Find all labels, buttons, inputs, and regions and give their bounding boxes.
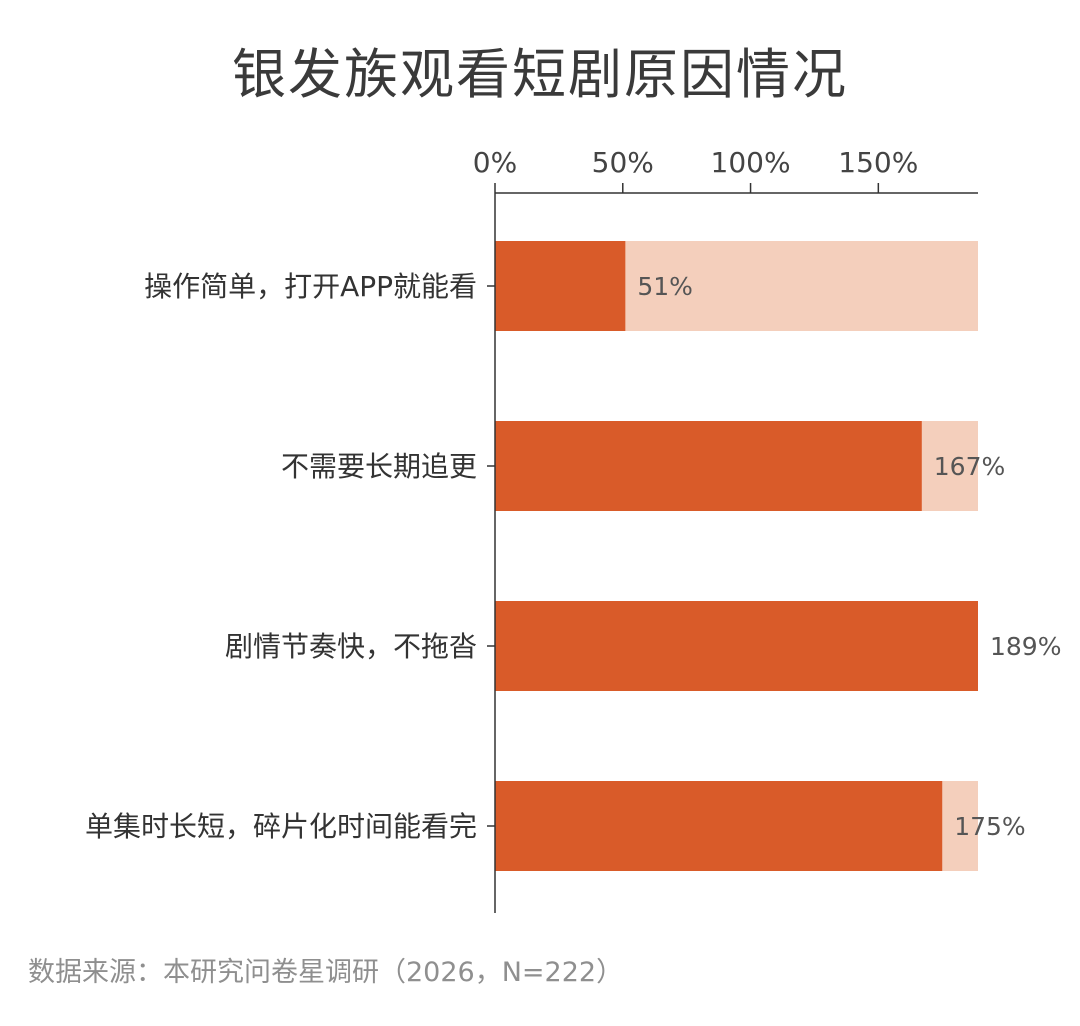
category-label: 单集时长短，碎片化时间能看完 bbox=[85, 810, 477, 843]
x-tick-label: 0% bbox=[473, 146, 517, 179]
category-label: 不需要长期追更 bbox=[281, 450, 477, 483]
category-label: 操作简单，打开APP就能看 bbox=[144, 270, 477, 303]
data-label: 189% bbox=[990, 632, 1061, 661]
data-label: 167% bbox=[934, 452, 1005, 481]
bar bbox=[495, 421, 922, 511]
data-label: 175% bbox=[954, 812, 1025, 841]
bar bbox=[495, 781, 943, 871]
chart-title: 银发族观看短剧原因情况 bbox=[232, 43, 848, 106]
data-label: 51% bbox=[637, 272, 693, 301]
category-label: 剧情节奏快，不拖沓 bbox=[225, 630, 477, 663]
bar bbox=[495, 241, 626, 331]
x-tick-label: 100% bbox=[711, 146, 791, 179]
source-note: 数据来源：本研究问卷星调研（2026，N=222） bbox=[28, 957, 624, 988]
x-tick-label: 150% bbox=[838, 146, 918, 179]
bar bbox=[495, 601, 978, 691]
x-tick-label: 50% bbox=[592, 146, 654, 179]
